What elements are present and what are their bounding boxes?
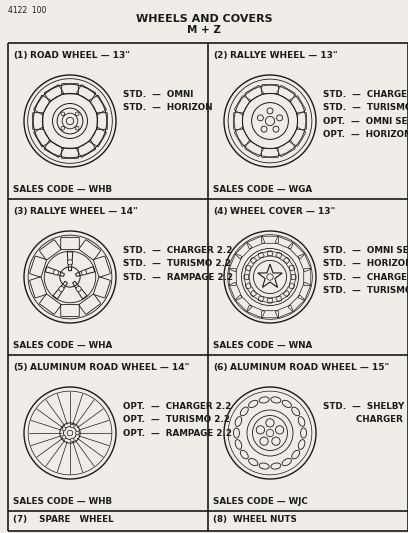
Ellipse shape xyxy=(282,458,291,466)
Circle shape xyxy=(257,115,264,121)
Circle shape xyxy=(75,431,79,435)
Ellipse shape xyxy=(292,407,300,416)
Text: STD.  —  CHARGER: STD. — CHARGER xyxy=(323,90,408,99)
Text: OPT.  —  HORIZON SE: OPT. — HORIZON SE xyxy=(323,130,408,139)
Text: (2): (2) xyxy=(213,51,228,60)
Ellipse shape xyxy=(240,407,248,416)
Text: (8)  WHEEL NUTS: (8) WHEEL NUTS xyxy=(213,515,297,524)
Circle shape xyxy=(53,270,58,275)
Text: STD.  —  CHARGER 2.2: STD. — CHARGER 2.2 xyxy=(123,246,233,255)
Text: SALES CODE — WHA: SALES CODE — WHA xyxy=(13,341,112,350)
Circle shape xyxy=(71,424,74,428)
Ellipse shape xyxy=(298,440,305,449)
Ellipse shape xyxy=(259,463,269,469)
Text: RALLYE WHEEL — 14": RALLYE WHEEL — 14" xyxy=(30,207,138,216)
Ellipse shape xyxy=(282,400,291,408)
Circle shape xyxy=(71,438,74,442)
Text: SALES CODE — WGA: SALES CODE — WGA xyxy=(213,185,312,194)
Circle shape xyxy=(62,427,66,431)
Circle shape xyxy=(275,426,284,434)
Text: OPT.  —  OMNI SE: OPT. — OMNI SE xyxy=(323,117,408,126)
Circle shape xyxy=(62,435,66,439)
Ellipse shape xyxy=(235,440,242,449)
Text: (6): (6) xyxy=(213,363,228,372)
Circle shape xyxy=(266,419,274,427)
Text: ALUMINUM ROAD WHEEL — 15": ALUMINUM ROAD WHEEL — 15" xyxy=(230,363,389,372)
Ellipse shape xyxy=(292,450,300,459)
Text: ROAD WHEEL — 13": ROAD WHEEL — 13" xyxy=(30,51,130,60)
Circle shape xyxy=(261,126,267,132)
Text: RALLYE WHEEL — 13": RALLYE WHEEL — 13" xyxy=(230,51,338,60)
Text: CHARGER: CHARGER xyxy=(323,415,403,424)
Circle shape xyxy=(272,437,280,446)
Text: STD.  —  CHARGER: STD. — CHARGER xyxy=(323,273,408,282)
Ellipse shape xyxy=(248,400,258,408)
Ellipse shape xyxy=(271,397,281,403)
Text: (5): (5) xyxy=(13,363,27,372)
Text: OPT.  —  CHARGER 2.2: OPT. — CHARGER 2.2 xyxy=(123,402,231,411)
Text: SALES CODE — WHB: SALES CODE — WHB xyxy=(13,185,112,194)
Text: 4122  100: 4122 100 xyxy=(8,6,47,15)
Ellipse shape xyxy=(259,397,269,403)
Text: (1): (1) xyxy=(13,51,27,60)
Circle shape xyxy=(67,260,73,265)
Text: WHEEL COVER — 13": WHEEL COVER — 13" xyxy=(230,207,335,216)
Text: STD.  —  HORIZON: STD. — HORIZON xyxy=(123,103,213,112)
Text: (7)    SPARE   WHEEL: (7) SPARE WHEEL xyxy=(13,515,113,524)
Circle shape xyxy=(82,270,86,275)
Circle shape xyxy=(260,437,268,446)
Text: OPT.  —  RAMPAGE 2.2: OPT. — RAMPAGE 2.2 xyxy=(123,429,232,438)
Text: STD.  —  OMNI SE: STD. — OMNI SE xyxy=(323,246,408,255)
Text: STD.  —  TURISMO: STD. — TURISMO xyxy=(323,286,408,295)
Text: STD.  —  HORIZON SE: STD. — HORIZON SE xyxy=(323,259,408,268)
Text: STD.  —  OMNI: STD. — OMNI xyxy=(123,90,193,99)
Text: SALES CODE — WNA: SALES CODE — WNA xyxy=(213,341,312,350)
Text: ALUMINUM ROAD WHEEL — 14": ALUMINUM ROAD WHEEL — 14" xyxy=(30,363,189,372)
Ellipse shape xyxy=(271,463,281,469)
Circle shape xyxy=(59,286,64,292)
Text: STD.  —  SHELBY: STD. — SHELBY xyxy=(323,402,404,411)
Ellipse shape xyxy=(248,458,258,466)
Circle shape xyxy=(76,286,81,292)
Text: STD.  —  TURISMO 2.2: STD. — TURISMO 2.2 xyxy=(123,259,231,268)
Circle shape xyxy=(256,426,264,434)
Text: (4): (4) xyxy=(213,207,228,216)
Ellipse shape xyxy=(301,428,306,438)
Text: SALES CODE — WHB: SALES CODE — WHB xyxy=(13,497,112,506)
Ellipse shape xyxy=(235,417,242,426)
Circle shape xyxy=(273,126,279,132)
Text: WHEELS AND COVERS: WHEELS AND COVERS xyxy=(136,14,272,24)
Text: STD.  —  RAMPAGE 2.2: STD. — RAMPAGE 2.2 xyxy=(123,273,233,282)
Text: SALES CODE — WJC: SALES CODE — WJC xyxy=(213,497,308,506)
Text: STD.  —  TURISMO: STD. — TURISMO xyxy=(323,103,408,112)
Ellipse shape xyxy=(233,428,239,438)
Ellipse shape xyxy=(240,450,248,459)
Text: M + Z: M + Z xyxy=(187,25,221,35)
Text: OPT.  —  TURISMO 2.2: OPT. — TURISMO 2.2 xyxy=(123,415,230,424)
Ellipse shape xyxy=(298,417,305,426)
Text: (3): (3) xyxy=(13,207,27,216)
Circle shape xyxy=(277,115,283,121)
Circle shape xyxy=(267,108,273,114)
